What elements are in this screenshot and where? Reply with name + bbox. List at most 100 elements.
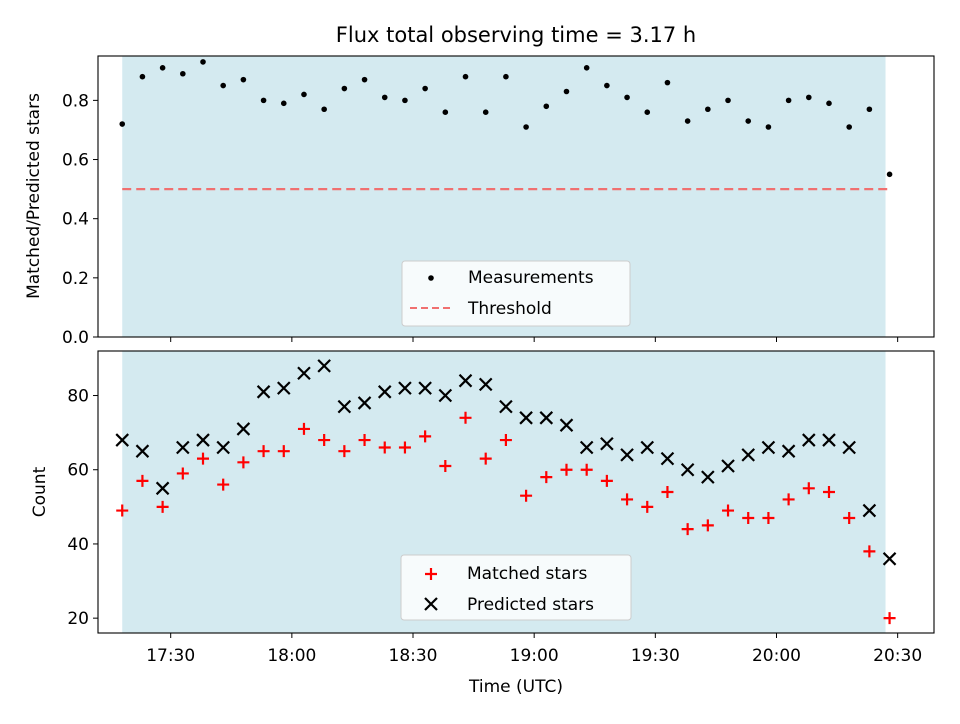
x-tick-label: 20:30 — [873, 646, 922, 666]
matched-star-point — [338, 445, 351, 458]
top-x-axis-ticks — [170, 337, 899, 342]
predicted-star-point — [882, 552, 897, 566]
predicted-star-point — [155, 481, 170, 496]
top-legend-box — [401, 260, 631, 327]
matched-star-point — [237, 456, 250, 469]
measurement-point — [785, 97, 792, 104]
measurement-point — [583, 65, 590, 71]
predicted-star-point — [256, 385, 271, 399]
predicted-star-point — [862, 503, 877, 518]
predicted-star-point — [741, 448, 755, 462]
measurement-point — [200, 59, 206, 65]
predicted-star-point — [135, 444, 150, 458]
matched-star-point — [378, 441, 391, 454]
predicted-star-point — [721, 459, 735, 473]
predicted-star-point — [600, 436, 614, 451]
measurement-point — [260, 97, 267, 104]
measurement-point — [482, 109, 489, 115]
predicted-star-point — [458, 373, 473, 388]
legend-measurements-marker — [428, 275, 434, 281]
legend-predicted-label: Predicted stars — [467, 595, 594, 615]
bottom-x-axis-ticks: 17:30 18:00 18:30 19:00 19:30 20:00 20:30 — [146, 633, 922, 666]
matched-star-point — [701, 519, 714, 532]
predicted-star-point — [660, 451, 675, 466]
x-tick-label: 18:00 — [267, 646, 316, 666]
bottom-legend-box — [400, 554, 632, 621]
measurement-point — [563, 88, 570, 95]
matched-star-point — [661, 486, 674, 498]
star-counts-layer — [115, 359, 897, 625]
matched-star-point — [762, 511, 775, 524]
matched-star-point — [883, 612, 896, 625]
measurement-point — [381, 94, 388, 101]
predicted-star-point — [438, 388, 453, 403]
y-tick-label: 80 — [67, 387, 89, 407]
predicted-star-point — [478, 377, 493, 392]
top-y-axis-label: Matched/Predicted stars — [24, 93, 44, 299]
legend-matched-label: Matched stars — [467, 564, 587, 584]
y-tick-label: 0.8 — [62, 91, 89, 111]
matched-star-point — [439, 460, 452, 473]
matched-star-point — [802, 482, 815, 495]
predicted-star-point — [115, 433, 130, 447]
legend-matched-marker — [425, 568, 437, 580]
predicted-star-point — [216, 440, 230, 455]
predicted-star-point — [357, 396, 372, 410]
measurement-point — [280, 100, 287, 107]
measurement-point — [624, 94, 630, 101]
matched-star-point — [419, 430, 432, 443]
bottom-y-axis-label: Count — [30, 466, 50, 517]
matched-star-point — [722, 504, 735, 517]
predicted-star-point — [377, 385, 392, 399]
predicted-star-point — [337, 399, 352, 414]
measurement-point — [705, 106, 711, 113]
top-y-axis-ticks: 0.0 0.2 0.4 0.6 0.8 — [62, 91, 98, 348]
x-tick-label: 20:00 — [752, 646, 801, 666]
matched-star-point — [398, 441, 411, 454]
predicted-star-point — [559, 418, 574, 432]
matched-star-point — [318, 434, 331, 447]
predicted-star-point — [539, 411, 554, 425]
measurement-point — [604, 82, 610, 89]
top-panel: 0.0 0.2 0.4 0.6 0.8 Flux total observing tim… — [24, 23, 935, 348]
matched-star-point — [459, 411, 472, 424]
measurement-point — [846, 124, 852, 130]
y-tick-label: 20 — [67, 609, 89, 629]
matched-star-point — [277, 445, 290, 458]
bottom-plot-frame — [97, 350, 935, 634]
matched-star-point — [560, 463, 573, 476]
matched-star-point — [297, 422, 310, 435]
top-legend: Measurements Threshold — [401, 260, 631, 327]
matched-star-point — [116, 504, 129, 517]
predicted-star-point — [579, 440, 594, 455]
x-tick-label: 17:30 — [146, 646, 195, 666]
measurement-point — [503, 73, 509, 80]
bottom-legend: Matched stars Predicted stars — [400, 554, 632, 621]
matched-star-point — [257, 445, 270, 458]
measurement-point — [361, 76, 368, 83]
predicted-star-point — [640, 440, 655, 455]
legend-predicted-marker — [424, 597, 438, 611]
measurement-point — [684, 118, 691, 124]
predicted-star-point — [499, 399, 513, 414]
matched-star-point — [863, 545, 876, 558]
predicted-star-point — [822, 433, 836, 447]
legend-threshold-label: Threshold — [467, 299, 552, 319]
measurement-point — [644, 109, 651, 115]
chart-title: Flux total observing time = 3.17 h — [336, 23, 696, 47]
measurement-point — [442, 109, 449, 115]
matched-star-point — [136, 474, 149, 487]
measurement-point — [321, 106, 327, 113]
measurement-point — [301, 91, 307, 98]
matched-star-point — [217, 478, 230, 491]
measurement-point — [826, 100, 832, 107]
predicted-star-point — [781, 444, 796, 458]
predicted-star-point — [317, 359, 331, 373]
bottom-panel: 20 40 60 80 17:30 18:00 18:30 19:00 19:30 20:00 2… — [30, 350, 935, 697]
matched-star-point — [580, 463, 593, 476]
measurements-layer — [119, 59, 893, 178]
y-tick-label: 0.0 — [62, 328, 89, 348]
x-tick-label: 19:00 — [510, 646, 559, 666]
matched-star-point — [782, 493, 795, 506]
